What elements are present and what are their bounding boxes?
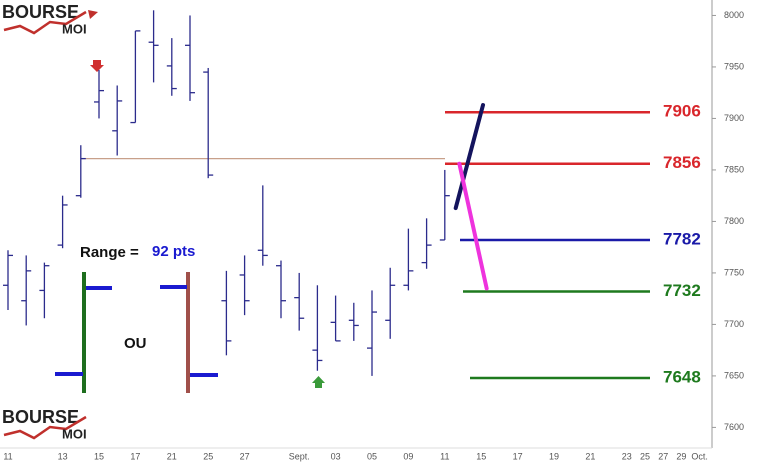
sell-arrow bbox=[90, 60, 104, 72]
buy-arrow bbox=[312, 376, 325, 388]
projection-line bbox=[457, 161, 489, 291]
x-tick-label: 15 bbox=[94, 451, 104, 461]
x-tick-label: 03 bbox=[331, 451, 341, 461]
x-tick-label: 05 bbox=[367, 451, 377, 461]
x-tick-label: 09 bbox=[403, 451, 413, 461]
annotation: 92 pts bbox=[152, 243, 195, 260]
projection-line bbox=[453, 103, 486, 211]
logo-arrow bbox=[3, 10, 87, 35]
level-label: 7648 bbox=[663, 367, 701, 386]
annotation: OU bbox=[124, 335, 147, 352]
y-tick-label: 7600 bbox=[724, 422, 744, 432]
x-tick-label: 17 bbox=[513, 451, 523, 461]
annotation: Range = bbox=[80, 244, 139, 261]
x-tick-label: 11 bbox=[440, 451, 449, 461]
y-tick-label: 7650 bbox=[724, 370, 744, 380]
x-tick-label: 25 bbox=[640, 451, 650, 461]
range-bar bbox=[82, 272, 86, 393]
x-tick-label: 27 bbox=[240, 451, 250, 461]
level-label: 7782 bbox=[663, 229, 701, 248]
logo: BOURSE MOI bbox=[2, 2, 98, 36]
y-tick-label: 7950 bbox=[724, 61, 744, 71]
x-tick-label: 29 bbox=[676, 451, 686, 461]
y-tick-label: 7850 bbox=[724, 164, 744, 174]
x-tick-label: 11 bbox=[3, 451, 12, 461]
x-tick-label: 23 bbox=[622, 451, 632, 461]
x-tick-label: 25 bbox=[203, 451, 213, 461]
logo-text: BOURSE bbox=[2, 407, 79, 427]
logo-text: MOI bbox=[62, 426, 87, 441]
level-label: 7906 bbox=[663, 102, 701, 121]
level-label: 7732 bbox=[663, 281, 701, 300]
logo: BOURSE MOI bbox=[2, 407, 87, 441]
x-tick-label: 21 bbox=[585, 451, 595, 461]
x-tick-label: 27 bbox=[658, 451, 668, 461]
x-tick-label: Oct. bbox=[691, 451, 708, 461]
y-tick-label: 7700 bbox=[724, 319, 744, 329]
x-tick-label: 19 bbox=[549, 451, 559, 461]
x-tick-label: 17 bbox=[130, 451, 140, 461]
level-label: 7856 bbox=[663, 153, 701, 172]
y-tick-label: 8000 bbox=[724, 10, 744, 20]
logo-text: BOURSE bbox=[2, 2, 79, 22]
x-tick-label: 15 bbox=[476, 451, 486, 461]
logo-arrow bbox=[3, 415, 87, 440]
logo-arrow bbox=[88, 10, 98, 19]
x-tick-label: Sept. bbox=[289, 451, 310, 461]
range-bar bbox=[186, 272, 190, 393]
x-tick-label: 21 bbox=[167, 451, 177, 461]
x-tick-label: 13 bbox=[58, 451, 68, 461]
y-tick-label: 7750 bbox=[724, 267, 744, 277]
y-tick-label: 7800 bbox=[724, 216, 744, 226]
logo-text: MOI bbox=[62, 21, 87, 36]
y-tick-label: 7900 bbox=[724, 113, 744, 123]
